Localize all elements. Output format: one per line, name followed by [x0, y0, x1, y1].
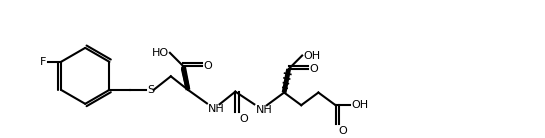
Text: O: O	[204, 61, 213, 71]
Text: S: S	[147, 85, 154, 95]
Text: HO: HO	[152, 48, 169, 58]
Text: OH: OH	[352, 100, 368, 110]
Text: F: F	[40, 57, 46, 67]
Text: O: O	[309, 64, 318, 74]
Text: NH: NH	[256, 105, 272, 115]
Text: OH: OH	[304, 51, 320, 61]
Text: O: O	[240, 114, 249, 124]
Text: NH: NH	[208, 104, 225, 114]
Text: O: O	[338, 126, 348, 136]
